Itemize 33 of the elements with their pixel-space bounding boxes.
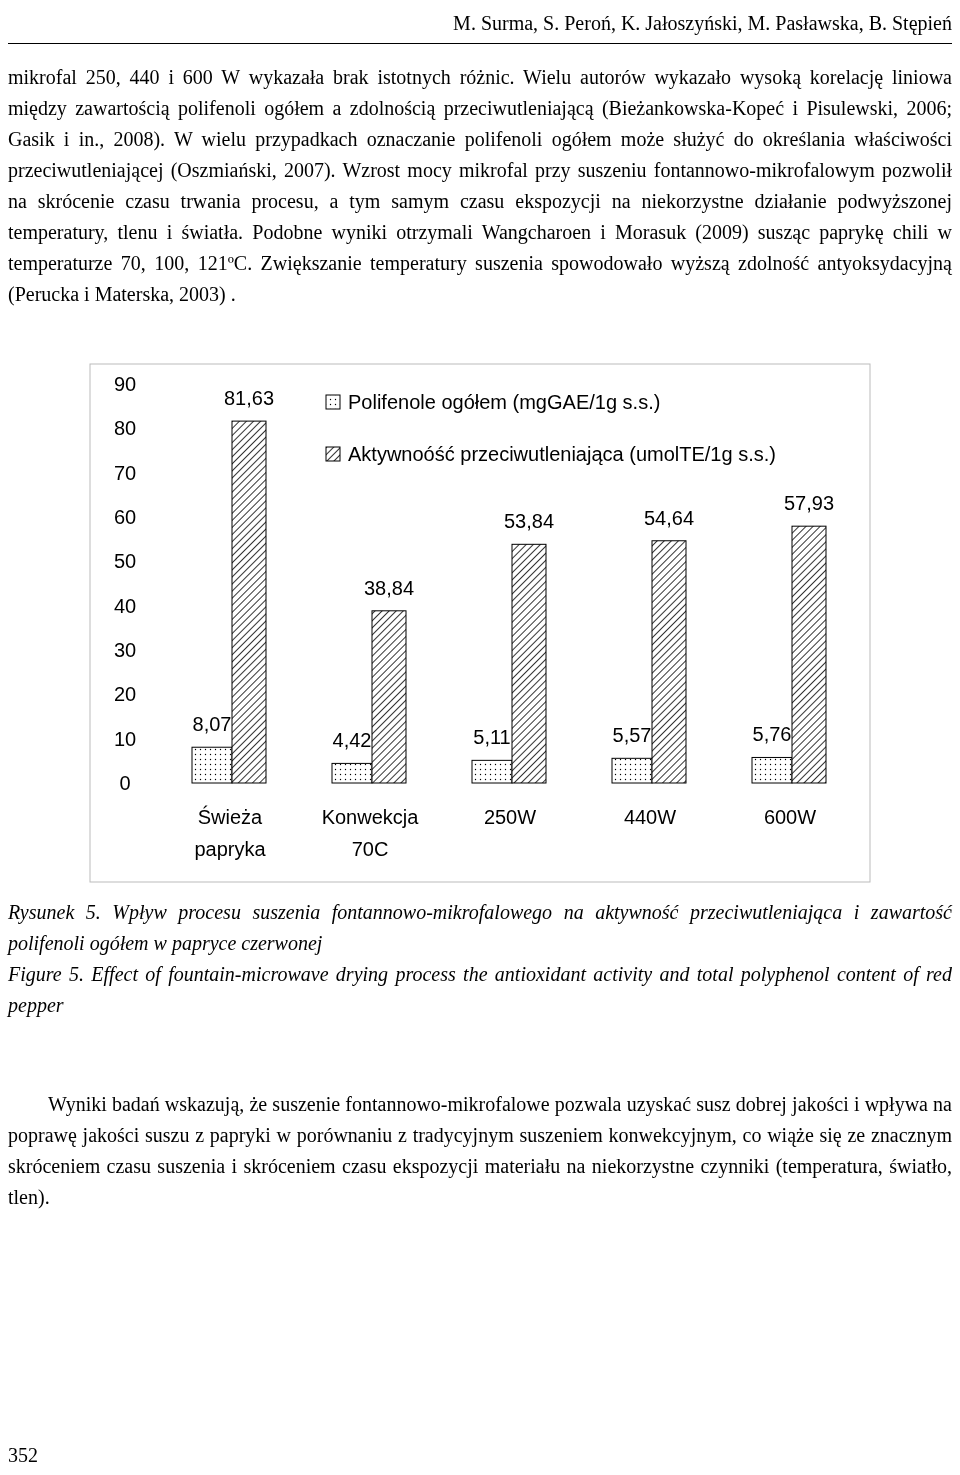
y-tick-label: 10 (113, 727, 137, 750)
data-label: 38,84 (363, 576, 415, 599)
text: 352 (8, 1444, 38, 1467)
data-label: 5,57 (612, 724, 652, 747)
y-tick-label: 70 (113, 461, 137, 484)
x-tick-label: 440W (623, 806, 677, 828)
y-tick-label: 50 (113, 550, 137, 573)
x-tick-label: 250W (483, 806, 537, 828)
legend-label: Aktywnoóść przeciwutleniająca (umolTE/1g s.s.) (348, 443, 776, 465)
y-tick-label: 80 (113, 417, 137, 440)
y-tick-label: 40 (113, 594, 137, 617)
text: Rysunek 5. Wpływ procesu suszenia fontannowo-mikrofalowego na aktywność przeciwutleniająca i zawartość polifenoli ogółem w papryce czerwonej (8, 900, 952, 957)
text: mikrofal 250, 440 i 600 W wykazała brak istotnych różnic. Wielu autorów wykazało wysoką korelację liniowa między zawartością polifenoli ogółem a zdolnością przeciwutleniającą (Bieżankowska-Kopeć i Pisulewski, 2006; Gasik i in., 2008). W wielu przypadkach oznaczanie polifenoli ogółem może służyć do określania właściwości przeciwutleniającej (Oszmiański, 2007). Wzrost mocy mikrofal przy suszeniu fontannowo-mikrofalowym pozwolił na skrócenie czasu trwania procesu, a tym samym czasu ekspozycji na niekorzystne działanie podwyższonej temperatury, tlenu i światła. Podobne wyniki otrzymali Wangcharoen i Morasuk (2009) susząc paprykę chili w temperaturze 70, 100, 121ºC. Zwiększanie temperatury suszenia spowodowało wyższą zdolność antyoksydacyjną (Perucka i Materska, 2003) . (8, 65, 952, 308)
y-tick-label: 0 (119, 772, 131, 794)
x-tick-label: Świeża papryka (194, 805, 267, 860)
data-label: 8,07 (192, 713, 232, 736)
data-label: 5,11 (473, 726, 511, 749)
data-label: 54,64 (643, 506, 695, 529)
data-label: 4,42 (332, 729, 372, 752)
y-tick-label: 30 (113, 639, 137, 661)
x-tick-label: 600W (763, 806, 817, 828)
x-tick-label: Konwekcja 70C (321, 806, 420, 860)
text: Wyniki badań wskazują, że suszenie fontannowo-mikrofalowe pozwala uzyskać susz dobrej jakości i wpływa na poprawę jakości suszu z papryki w porównaniu z tradycyjnym suszeniem konwekcyjnym, co wiąże się ze znacznym skróceniem czasu suszenia i skróceniem czasu ekspozycji materiału na niekorzystne czynniki (temperatura, światło, tlen). (8, 1092, 952, 1210)
y-tick-label: 60 (113, 506, 137, 528)
y-tick-label: 90 (113, 373, 137, 395)
data-label: 53,84 (503, 510, 555, 533)
legend-label: Polifenole ogółem (mgGAE/1g s.s.) (348, 391, 661, 413)
y-tick-label: 20 (113, 683, 137, 706)
caption: Figure 5. Effect of fountain-microwave drying process the antioxidant activity and total polyphenol content of red pepper (8, 962, 952, 1019)
data-label: 81,63 (223, 387, 275, 410)
data-label: 57,93 (783, 492, 835, 515)
text: M. Surma, S. Peroń, K. Jałoszyński, M. Pasławska, B. Stępień (8, 8, 952, 44)
data-label: 5,76 (752, 723, 792, 746)
